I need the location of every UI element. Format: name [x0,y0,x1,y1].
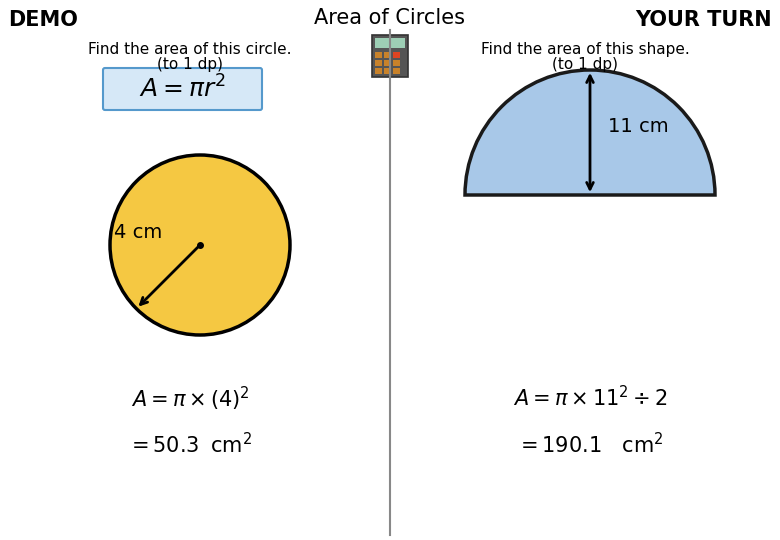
Bar [384,52,391,58]
Circle shape [110,155,290,335]
Bar [375,60,382,66]
Bar [375,38,405,48]
Text: 11 cm: 11 cm [608,117,668,136]
Text: Find the area of this shape.: Find the area of this shape. [480,42,690,57]
Text: (to 1 dp): (to 1 dp) [552,57,618,72]
Bar [384,68,391,74]
Bar [375,52,382,58]
Bar [384,60,391,66]
Text: $= 50.3 \;\; \mathrm{cm}^2$: $= 50.3 \;\; \mathrm{cm}^2$ [127,432,253,457]
Text: DEMO: DEMO [8,10,78,30]
Text: $A = \pi r^2$: $A = \pi r^2$ [139,76,226,103]
Bar [393,60,400,66]
Bar [393,68,400,74]
Text: $A = \pi \times (4)^2$: $A = \pi \times (4)^2$ [130,385,250,413]
Text: YOUR TURN: YOUR TURN [636,10,772,30]
Text: Find the area of this circle.: Find the area of this circle. [88,42,292,57]
FancyBboxPatch shape [103,68,262,110]
Text: $A = \pi \times 11^2 \div 2$: $A = \pi \times 11^2 \div 2$ [512,385,668,410]
Bar [372,35,408,77]
Text: Area of Circles: Area of Circles [314,8,466,28]
Bar [393,52,400,58]
Text: (to 1 dp): (to 1 dp) [157,57,223,72]
Wedge shape [465,70,715,195]
Text: 4 cm: 4 cm [114,224,162,242]
Text: $= 190.1 \quad \mathrm{cm}^2$: $= 190.1 \quad \mathrm{cm}^2$ [516,432,664,457]
Bar [375,68,382,74]
